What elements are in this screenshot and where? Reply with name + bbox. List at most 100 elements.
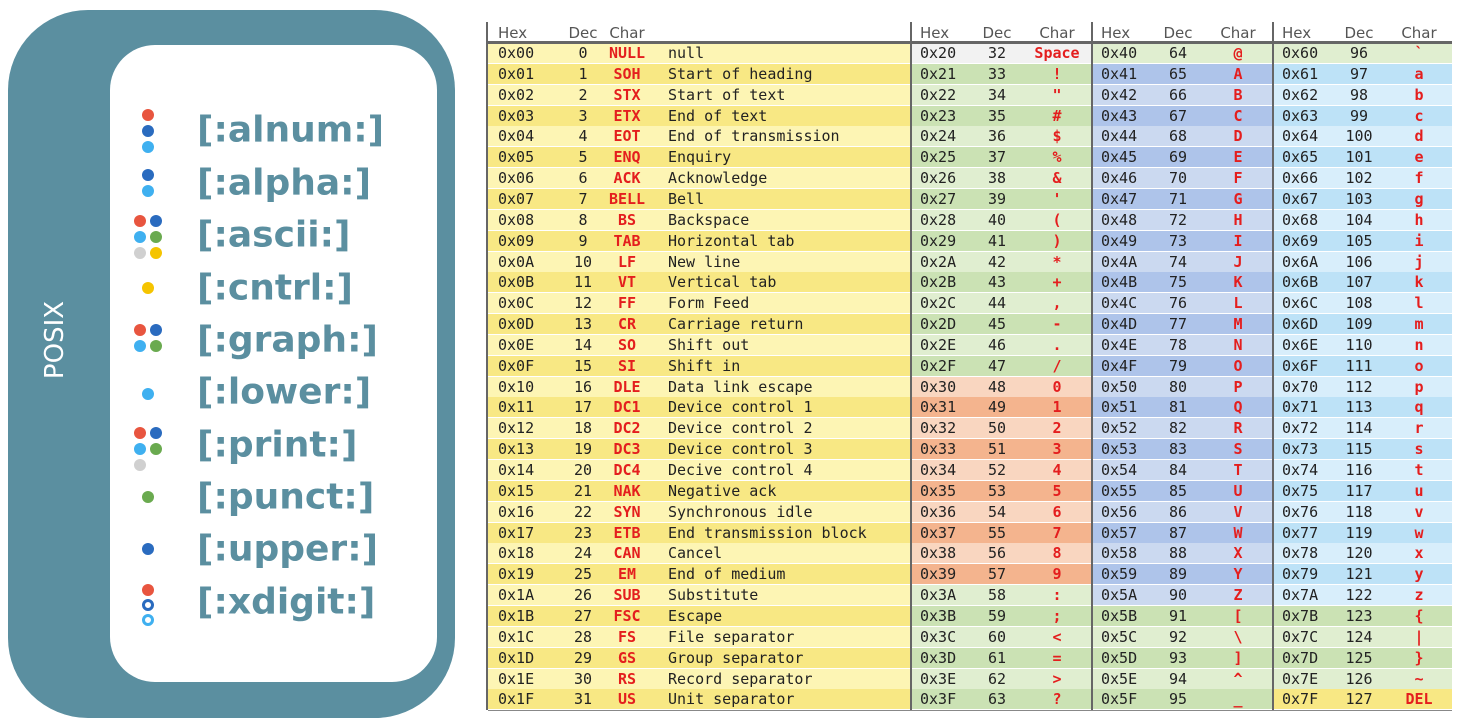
- character: ?: [1052, 690, 1062, 709]
- table-row: [912, 314, 1093, 336]
- decimal-code: 120: [1345, 544, 1373, 563]
- decimal-code: 64: [1168, 44, 1188, 62]
- hex-code: 0x6F: [1282, 356, 1319, 375]
- character: ,: [1052, 294, 1062, 313]
- character: RS: [617, 669, 637, 688]
- character: CR: [617, 315, 637, 334]
- table-row: [1274, 293, 1452, 315]
- decimal-code: 60: [987, 627, 1007, 646]
- character: ENQ: [613, 148, 641, 167]
- character: j: [1414, 252, 1424, 271]
- decimal-code: 42: [987, 252, 1007, 271]
- hex-code: 0x2F: [920, 356, 957, 375]
- table-row: [1274, 251, 1452, 273]
- decimal-code: 76: [1168, 294, 1188, 313]
- hex-code: 0x4E: [1101, 335, 1138, 354]
- decimal-code: 57: [987, 565, 1007, 584]
- character: U: [1233, 481, 1243, 500]
- posix-class: [:lower:]: [197, 371, 372, 413]
- character: :: [1052, 586, 1062, 605]
- decimal-code: 25: [573, 565, 593, 584]
- table-row: [1093, 647, 1274, 669]
- description: Substitute: [668, 586, 759, 605]
- character: y: [1414, 565, 1424, 584]
- hex-code: 0x4B: [1101, 273, 1138, 292]
- table-row: [1093, 230, 1274, 252]
- hex-code: 0x3D: [920, 648, 957, 667]
- character: *: [1052, 252, 1062, 271]
- table-row: [488, 522, 912, 544]
- character: (: [1052, 210, 1062, 229]
- hex-code: 0x1C: [498, 627, 535, 646]
- hex-code: 0x2D: [920, 315, 957, 334]
- character: L: [1233, 294, 1243, 313]
- table-row: [488, 272, 912, 294]
- decimal-code: 98: [1349, 85, 1369, 104]
- character: G: [1233, 189, 1243, 208]
- hex-code: 0x30: [920, 377, 957, 396]
- table-row: [1093, 168, 1274, 190]
- hex-code: 0x46: [1101, 169, 1138, 188]
- hex-code: 0x02: [498, 85, 535, 104]
- table-row: [912, 43, 1093, 64]
- table-row: [1093, 43, 1274, 64]
- character: ^: [1233, 669, 1243, 688]
- table-row: [1274, 647, 1452, 669]
- table-row: [912, 147, 1093, 169]
- decimal-code: 100: [1345, 127, 1373, 146]
- character: DLE: [613, 377, 641, 396]
- table-row: [488, 564, 912, 586]
- character: A: [1233, 64, 1243, 83]
- decimal-code: 111: [1345, 356, 1373, 375]
- character: B: [1233, 85, 1243, 104]
- hex-code: 0x07: [498, 189, 535, 208]
- character: Q: [1233, 398, 1243, 417]
- character: VT: [617, 273, 637, 292]
- hex-code: 0x62: [1282, 85, 1319, 104]
- description: Horizontal tab: [668, 231, 795, 250]
- character: NAK: [613, 481, 641, 500]
- hex-code: 0x73: [1282, 440, 1319, 459]
- character: ~: [1414, 669, 1424, 688]
- hex-code: 0x4D: [1101, 315, 1138, 334]
- character: t: [1414, 461, 1424, 479]
- decimal-code: 127: [1345, 690, 1373, 709]
- character: SUB: [613, 586, 641, 605]
- hex-code: 0x37: [920, 523, 957, 542]
- character: ETB: [613, 523, 641, 542]
- posix-class: [:print:]: [197, 424, 358, 466]
- decimal-code: 119: [1345, 523, 1373, 542]
- decimal-code: 123: [1345, 606, 1373, 625]
- character: ETX: [613, 106, 641, 125]
- character: CAN: [613, 544, 641, 563]
- hex-code: 0x0F: [498, 356, 535, 375]
- class-dot: [150, 324, 162, 336]
- table-row: [1274, 84, 1452, 106]
- hex-code: 0x14: [498, 461, 535, 479]
- character: D: [1233, 127, 1243, 146]
- decimal-code: 105: [1345, 231, 1373, 250]
- character: |: [1414, 627, 1424, 646]
- table-row: [488, 188, 912, 210]
- hex-code: 0x5C: [1101, 627, 1138, 646]
- hex-code: 0x6C: [1282, 294, 1319, 313]
- table-row: [1093, 668, 1274, 690]
- character: [: [1233, 606, 1243, 625]
- character: ;: [1052, 606, 1062, 625]
- table-row: [912, 418, 1093, 440]
- hex-code: 0x5F: [1101, 690, 1138, 709]
- class-dot: [150, 247, 162, 259]
- decimal-code: 24: [573, 544, 593, 563]
- hex-code: 0x3B: [920, 606, 957, 625]
- decimal-code: 26: [573, 586, 593, 605]
- description: Negative ack: [668, 481, 777, 500]
- decimal-code: 29: [573, 648, 593, 667]
- table-row: [488, 63, 912, 85]
- decimal-code: 7: [578, 189, 588, 208]
- column-header: Hex: [1282, 24, 1312, 42]
- table-row: [1274, 43, 1452, 64]
- hex-code: 0x72: [1282, 419, 1319, 438]
- hex-code: 0x3A: [920, 586, 957, 605]
- table-row: [1093, 314, 1274, 336]
- hex-code: 0x6E: [1282, 335, 1319, 354]
